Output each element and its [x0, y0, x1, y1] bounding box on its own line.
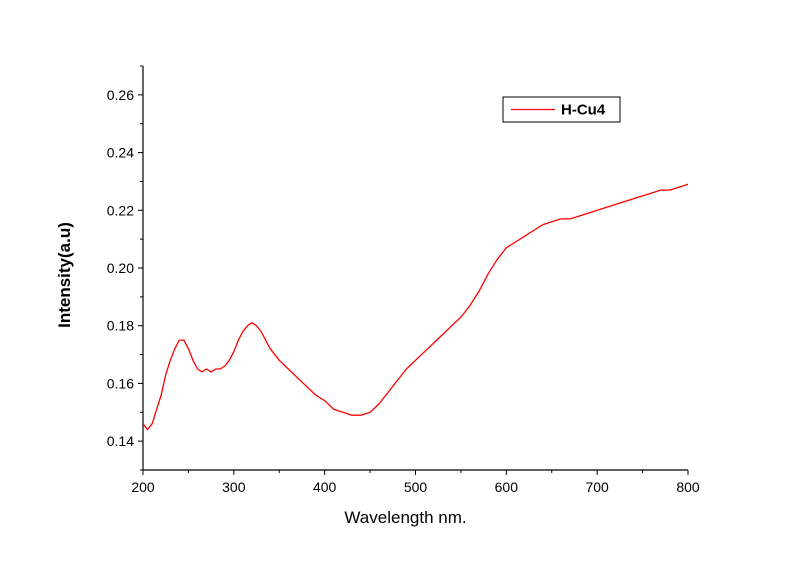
y-tick-label: 0.22 [107, 202, 134, 218]
x-tick-label: 200 [131, 479, 155, 495]
y-tick-label: 0.18 [107, 318, 134, 334]
y-tick-label: 0.20 [107, 260, 134, 276]
x-tick-label: 700 [585, 479, 609, 495]
legend: H-Cu4 [502, 96, 621, 123]
x-tick-label: 600 [495, 479, 519, 495]
x-tick-label: 800 [676, 479, 700, 495]
y-tick-label: 0.14 [107, 433, 134, 449]
y-axis-title: Intensity(a.u) [55, 222, 74, 328]
x-tick-label: 300 [222, 479, 246, 495]
x-tick-label: 400 [313, 479, 337, 495]
y-tick-label: 0.26 [107, 87, 134, 103]
series-line [142, 183, 689, 431]
legend-label: H-Cu4 [561, 102, 606, 119]
y-tick-label: 0.24 [107, 145, 134, 161]
series-group [142, 183, 689, 431]
x-axis-title: Wavelength nm. [344, 508, 466, 527]
x-tick-label: 500 [404, 479, 428, 495]
axes: 0.14 0.16 0.18 0.20 0.22 0.24 0.26 200 300 400 500… [107, 65, 700, 495]
y-tick-label: 0.16 [107, 375, 134, 391]
